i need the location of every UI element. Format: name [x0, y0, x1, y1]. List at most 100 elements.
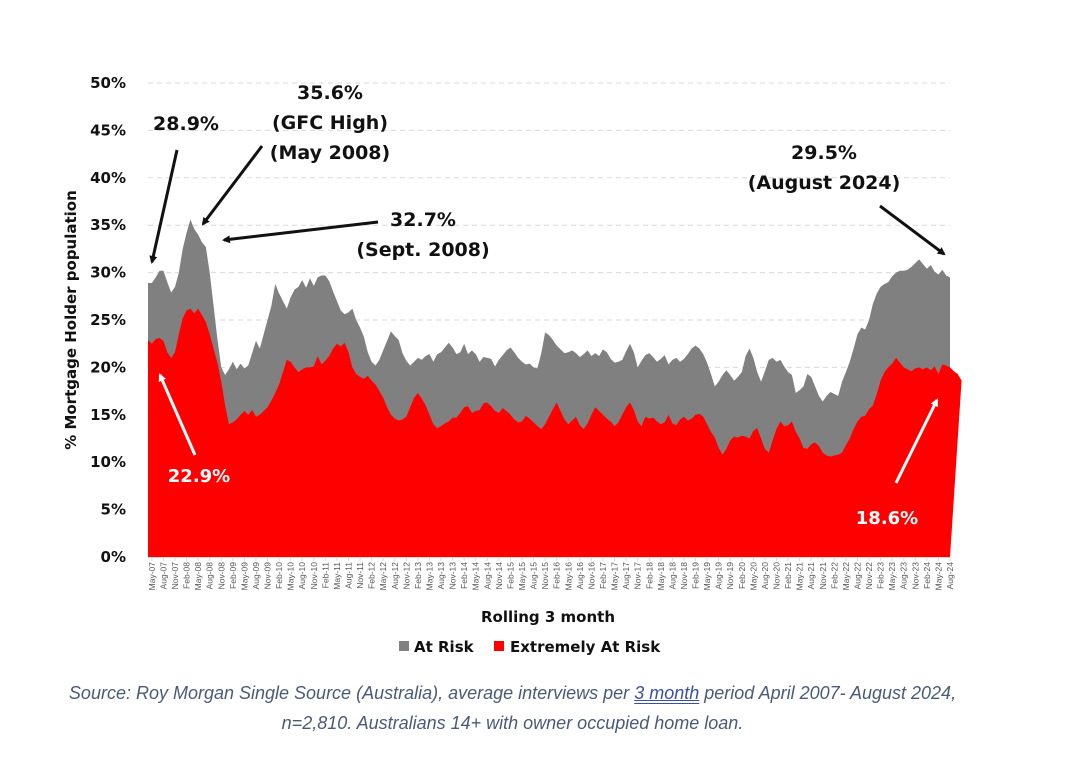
- annotation-arrow-start-extreme: [158, 373, 197, 456]
- annotation-arrow-aug-2024: [879, 204, 946, 256]
- annotation-arrow-start-at-risk: [149, 149, 179, 264]
- x-tick-label: May-23: [887, 562, 897, 591]
- x-tick-label: May-18: [656, 562, 666, 591]
- annotation-start-at-risk: 28.9%: [153, 113, 219, 135]
- x-tick-label: Aug-07: [158, 562, 168, 590]
- x-tick-label: Feb-19: [691, 562, 701, 589]
- x-tick-label: Aug-20: [760, 562, 770, 590]
- y-tick-label: 40%: [90, 169, 126, 187]
- x-tick-label: May-13: [425, 562, 435, 591]
- x-tick-label: Nov-10: [309, 562, 319, 590]
- annotation-gfc-high-date: (May 2008): [270, 142, 390, 164]
- annotation-sept-2008-value: 32.7%: [390, 209, 456, 231]
- x-tick-label: Aug-13: [436, 562, 446, 590]
- y-tick-label: 0%: [101, 548, 126, 566]
- annotation-sept-2008-date: (Sept. 2008): [356, 239, 489, 261]
- x-tick-label: Aug-11: [344, 562, 354, 589]
- x-tick-label: Aug-18: [667, 562, 677, 590]
- legend-label-extremely-at-risk: Extremely At Risk: [510, 638, 661, 656]
- annotation-arrow-sept-2008: [222, 220, 379, 244]
- x-tick-label: Nov-15: [540, 562, 550, 590]
- caption-text-before: Source: Roy Morgan Single Source (Austra…: [68, 683, 635, 703]
- x-tick-label: Feb-18: [644, 562, 654, 589]
- x-tick-label: May-12: [378, 562, 388, 591]
- caption-link-3-month[interactable]: 3 month: [634, 683, 700, 703]
- plot-areas: [148, 219, 962, 557]
- x-tick-label: Feb-24: [922, 562, 932, 589]
- x-tick-label: Feb-09: [228, 562, 238, 589]
- x-tick-label: Aug-10: [297, 562, 307, 590]
- x-tick-label: Feb-14: [459, 562, 469, 589]
- x-tick-label: Feb-12: [367, 562, 377, 589]
- annotation-gfc-high-value: 35.6%: [297, 82, 363, 104]
- source-caption: Source: Roy Morgan Single Source (Austra…: [40, 678, 985, 738]
- x-tick-label: May-17: [610, 562, 620, 591]
- x-tick-label: Nov-12: [401, 562, 411, 590]
- y-tick-label: 25%: [90, 311, 126, 329]
- x-tick-label: Aug-24: [945, 562, 955, 590]
- x-tick-label: May-10: [286, 562, 296, 591]
- x-tick-label: Nov-20: [772, 562, 782, 590]
- x-tick-label: Aug-14: [482, 562, 492, 590]
- annotation-gfc-high-label: (GFC High): [272, 112, 388, 134]
- x-tick-label: Nov-07: [170, 562, 180, 590]
- x-tick-label: Aug-17: [621, 562, 631, 590]
- caption-text-after: period April 2007- August 2024, n=2,810.…: [281, 683, 957, 733]
- x-tick-label: May-11: [332, 562, 342, 590]
- x-tick-label: Aug-22: [853, 562, 863, 590]
- series-area-extremely-at-risk: [148, 308, 962, 557]
- y-axis-title: % Mortgage Holder population: [62, 190, 80, 450]
- y-tick-label: 20%: [90, 358, 126, 376]
- x-tick-label: Feb-17: [598, 562, 608, 589]
- x-tick-label: Feb-10: [274, 562, 284, 589]
- x-tick-label: Feb-16: [552, 562, 562, 589]
- x-tick-label: May-08: [193, 562, 203, 591]
- x-tick-label: Nov-14: [494, 562, 504, 590]
- x-tick-label: Feb-22: [829, 562, 839, 589]
- x-tick-label: May-20: [748, 562, 758, 591]
- x-tick-label: Feb-21: [783, 562, 793, 589]
- x-tick-label: May-07: [147, 562, 157, 591]
- x-tick-label: Nov-16: [586, 562, 596, 590]
- y-axis-ticks: 0% 5% 10% 15% 20% 25% 30% 35% 40% 45% 50%: [90, 74, 126, 566]
- annotation-arrow-end-extreme: [894, 398, 939, 484]
- x-tick-label: May-16: [563, 562, 573, 591]
- y-tick-label: 5%: [101, 501, 126, 519]
- x-tick-label: Feb-23: [876, 562, 886, 589]
- y-tick-label: 15%: [90, 406, 126, 424]
- x-tick-label: May-15: [517, 562, 527, 591]
- x-tick-label: Nov-08: [216, 562, 226, 590]
- x-tick-label: Nov-17: [633, 562, 643, 590]
- x-tick-label: Aug-12: [390, 562, 400, 590]
- x-tick-label: Nov-23: [910, 562, 920, 590]
- legend-label-at-risk: At Risk: [414, 638, 475, 656]
- x-tick-label: Nov-18: [679, 562, 689, 590]
- x-tick-label: Feb-20: [737, 562, 747, 589]
- x-tick-label: May-21: [795, 562, 805, 591]
- x-tick-label: May-09: [239, 562, 249, 591]
- x-tick-label: May-24: [933, 562, 943, 591]
- annotation-arrow-gfc-high: [201, 145, 264, 226]
- x-tick-label: Aug-23: [899, 562, 909, 590]
- annotation-aug-2024-date: (August 2024): [748, 172, 901, 194]
- legend: At Risk Extremely At Risk: [399, 638, 661, 656]
- x-tick-label: Aug-19: [714, 562, 724, 590]
- x-tick-label: Aug-15: [529, 562, 539, 590]
- x-tick-label: Feb-08: [182, 562, 192, 589]
- x-tick-label: Nov-21: [818, 562, 828, 590]
- x-tick-label: Aug-16: [575, 562, 585, 590]
- y-tick-label: 50%: [90, 74, 126, 92]
- x-tick-label: May-22: [841, 562, 851, 591]
- legend-swatch-extremely-at-risk: [494, 641, 504, 651]
- y-tick-label: 45%: [90, 121, 126, 139]
- x-tick-label: Feb-11: [320, 562, 330, 589]
- x-tick-label: Feb-15: [505, 562, 515, 589]
- x-tick-label: Nov-13: [448, 562, 458, 590]
- x-axis-title: Rolling 3 month: [481, 608, 615, 626]
- x-tick-label: Nov-11: [355, 562, 365, 589]
- x-axis-ticks: May-07 Aug-07 Nov-07 Feb-08 May-08 Aug-08 Nov-…: [147, 557, 955, 590]
- legend-swatch-at-risk: [399, 641, 409, 651]
- y-tick-label: 10%: [90, 453, 126, 471]
- annotation-start-extreme: 22.9%: [168, 466, 230, 487]
- x-tick-label: May-19: [702, 562, 712, 591]
